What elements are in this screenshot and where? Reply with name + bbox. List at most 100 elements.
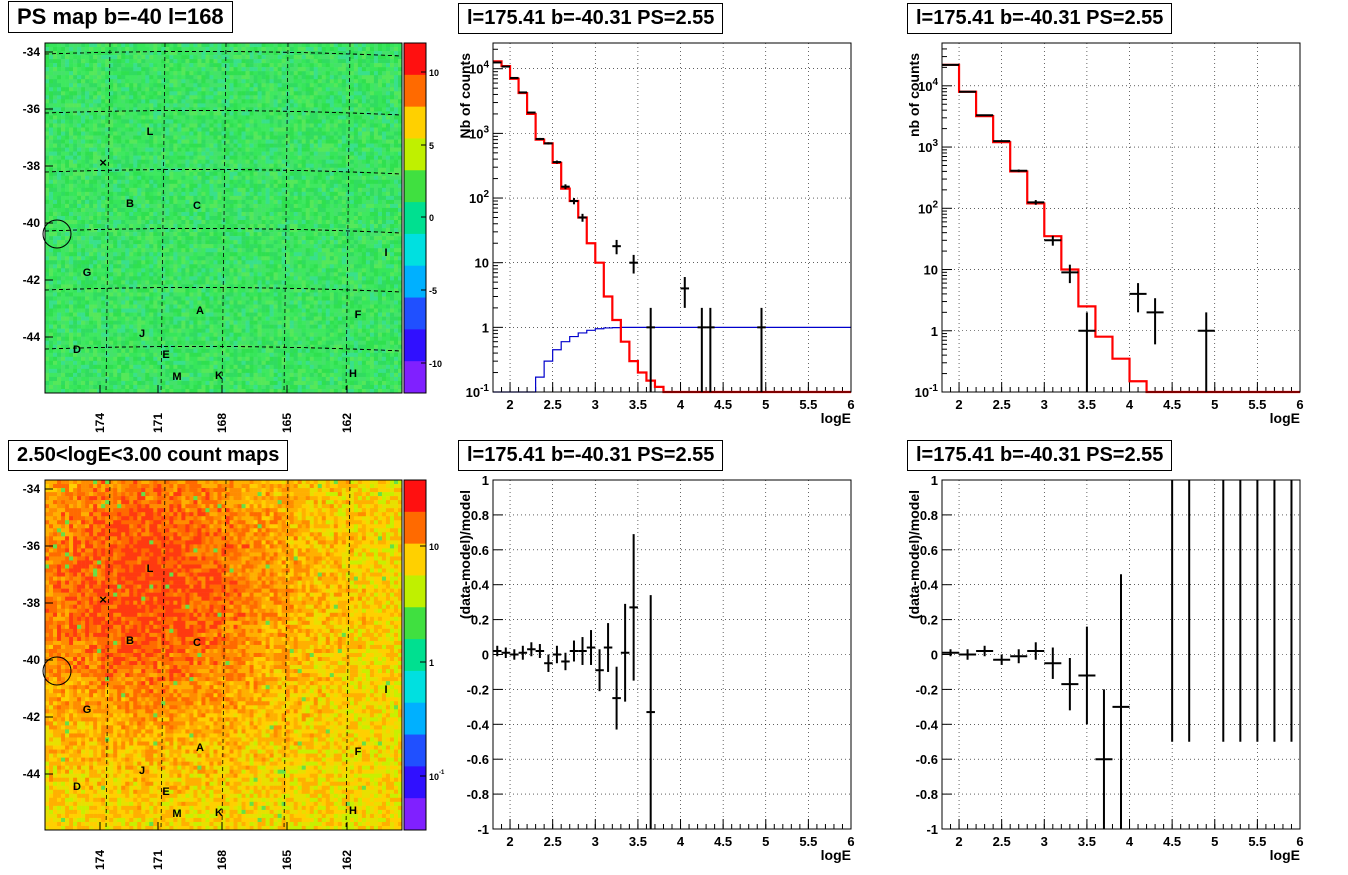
heatmap-cell <box>113 244 118 249</box>
heatmap-cell <box>241 308 246 313</box>
heatmap-cell <box>225 288 230 293</box>
heatmap-cell <box>237 324 242 329</box>
heatmap-cell <box>105 155 110 160</box>
heatmap-cell <box>129 111 134 116</box>
heatmap-cell <box>229 175 234 181</box>
heatmap-cell <box>209 215 214 221</box>
heatmap-cell <box>105 95 110 100</box>
heatmap-cell <box>245 280 250 285</box>
heatmap-cell <box>185 163 190 169</box>
heatmap-cell <box>233 91 238 96</box>
heatmap-cell <box>85 344 90 350</box>
heatmap-cell <box>245 183 250 189</box>
heatmap-cell <box>89 179 94 185</box>
heatmap-cell <box>73 308 78 313</box>
heatmap-cell <box>209 308 214 313</box>
heatmap-cell <box>221 119 226 124</box>
heatmap-cell <box>241 187 246 193</box>
heatmap-cell <box>193 364 198 370</box>
heatmap-cell <box>217 215 222 221</box>
heatmap-cell <box>197 99 202 104</box>
heatmap-cell <box>97 171 102 177</box>
heatmap-cell <box>241 215 246 221</box>
heatmap-cell <box>161 368 166 374</box>
heatmap-cell <box>257 67 262 72</box>
heatmap-cell <box>245 139 250 144</box>
heatmap-cell <box>141 207 146 213</box>
heatmap-cell <box>129 191 134 197</box>
heatmap-cell <box>77 123 82 128</box>
heatmap-cell <box>73 364 78 370</box>
heatmap-cell <box>261 336 266 342</box>
heatmap-cell <box>113 63 118 68</box>
heatmap-cell <box>145 143 150 148</box>
heatmap-cell <box>141 215 146 221</box>
heatmap-cell <box>169 163 174 169</box>
heatmap-cell <box>109 95 114 100</box>
heatmap-cell <box>261 155 266 160</box>
heatmap-cell <box>77 224 82 229</box>
heatmap-cell <box>77 99 82 104</box>
heatmap-cell <box>213 308 218 313</box>
heatmap-cell <box>85 260 90 265</box>
heatmap-cell <box>93 163 98 169</box>
heatmap-cell <box>237 340 242 346</box>
heatmap-cell <box>197 252 202 257</box>
heatmap-cell <box>257 240 262 245</box>
heatmap-cell <box>129 143 134 148</box>
heatmap-cell <box>233 55 238 60</box>
heatmap-cell <box>225 256 230 261</box>
heatmap-cell <box>177 280 182 285</box>
heatmap-cell <box>105 316 110 321</box>
heatmap-cell <box>213 159 218 164</box>
heatmap-cell <box>265 352 270 358</box>
heatmap-cell <box>145 179 150 185</box>
heatmap-cell <box>137 67 142 72</box>
heatmap-cell <box>157 308 162 313</box>
heatmap-cell <box>57 280 62 285</box>
heatmap-cell <box>201 207 206 213</box>
heatmap-cell <box>173 207 178 213</box>
heatmap-cell <box>93 384 98 390</box>
heatmap-cell <box>125 264 130 269</box>
heatmap-cell <box>177 211 182 217</box>
heatmap-cell <box>177 155 182 160</box>
heatmap-cell <box>121 99 126 104</box>
heatmap-cell <box>73 67 78 72</box>
heatmap-cell <box>85 119 90 124</box>
heatmap-cell <box>109 324 114 329</box>
heatmap-cell <box>269 280 274 285</box>
heatmap-cell <box>249 175 254 181</box>
heatmap-cell <box>109 256 114 261</box>
heatmap-cell <box>117 163 122 169</box>
heatmap-cell <box>141 123 146 128</box>
heatmap-cell <box>77 340 82 346</box>
heatmap-cell <box>109 228 114 233</box>
heatmap-cell <box>205 91 210 96</box>
heatmap-cell <box>157 288 162 293</box>
heatmap-cell <box>165 280 170 285</box>
heatmap-cell <box>225 131 230 136</box>
heatmap-cell <box>81 272 86 277</box>
heatmap-cell <box>161 272 166 277</box>
heatmap-cell <box>89 388 94 394</box>
heatmap-cell <box>197 364 202 370</box>
heatmap-cell <box>69 320 74 325</box>
heatmap-cell <box>173 151 178 156</box>
heatmap-cell <box>209 159 214 164</box>
heatmap-cell <box>73 139 78 144</box>
heatmap-cell <box>117 244 122 249</box>
heatmap-cell <box>117 324 122 329</box>
heatmap-cell <box>105 336 110 342</box>
heatmap-cell <box>49 207 54 213</box>
heatmap-cell <box>89 95 94 100</box>
heatmap-cell <box>133 95 138 100</box>
heatmap-cell <box>93 135 98 140</box>
heatmap-cell <box>201 159 206 164</box>
heatmap-cell <box>189 139 194 144</box>
heatmap-cell <box>89 199 94 205</box>
heatmap-cell <box>149 356 154 362</box>
heatmap-cell <box>125 139 130 144</box>
heatmap-cell <box>129 316 134 321</box>
heatmap-cell <box>69 364 74 370</box>
